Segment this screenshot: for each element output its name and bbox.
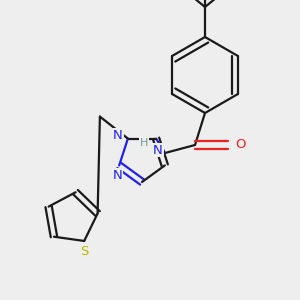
Text: N: N: [153, 143, 163, 157]
Text: H: H: [140, 138, 148, 148]
Text: S: S: [80, 245, 88, 259]
Text: O: O: [235, 139, 245, 152]
Text: N: N: [112, 169, 122, 182]
Text: N: N: [113, 129, 123, 142]
